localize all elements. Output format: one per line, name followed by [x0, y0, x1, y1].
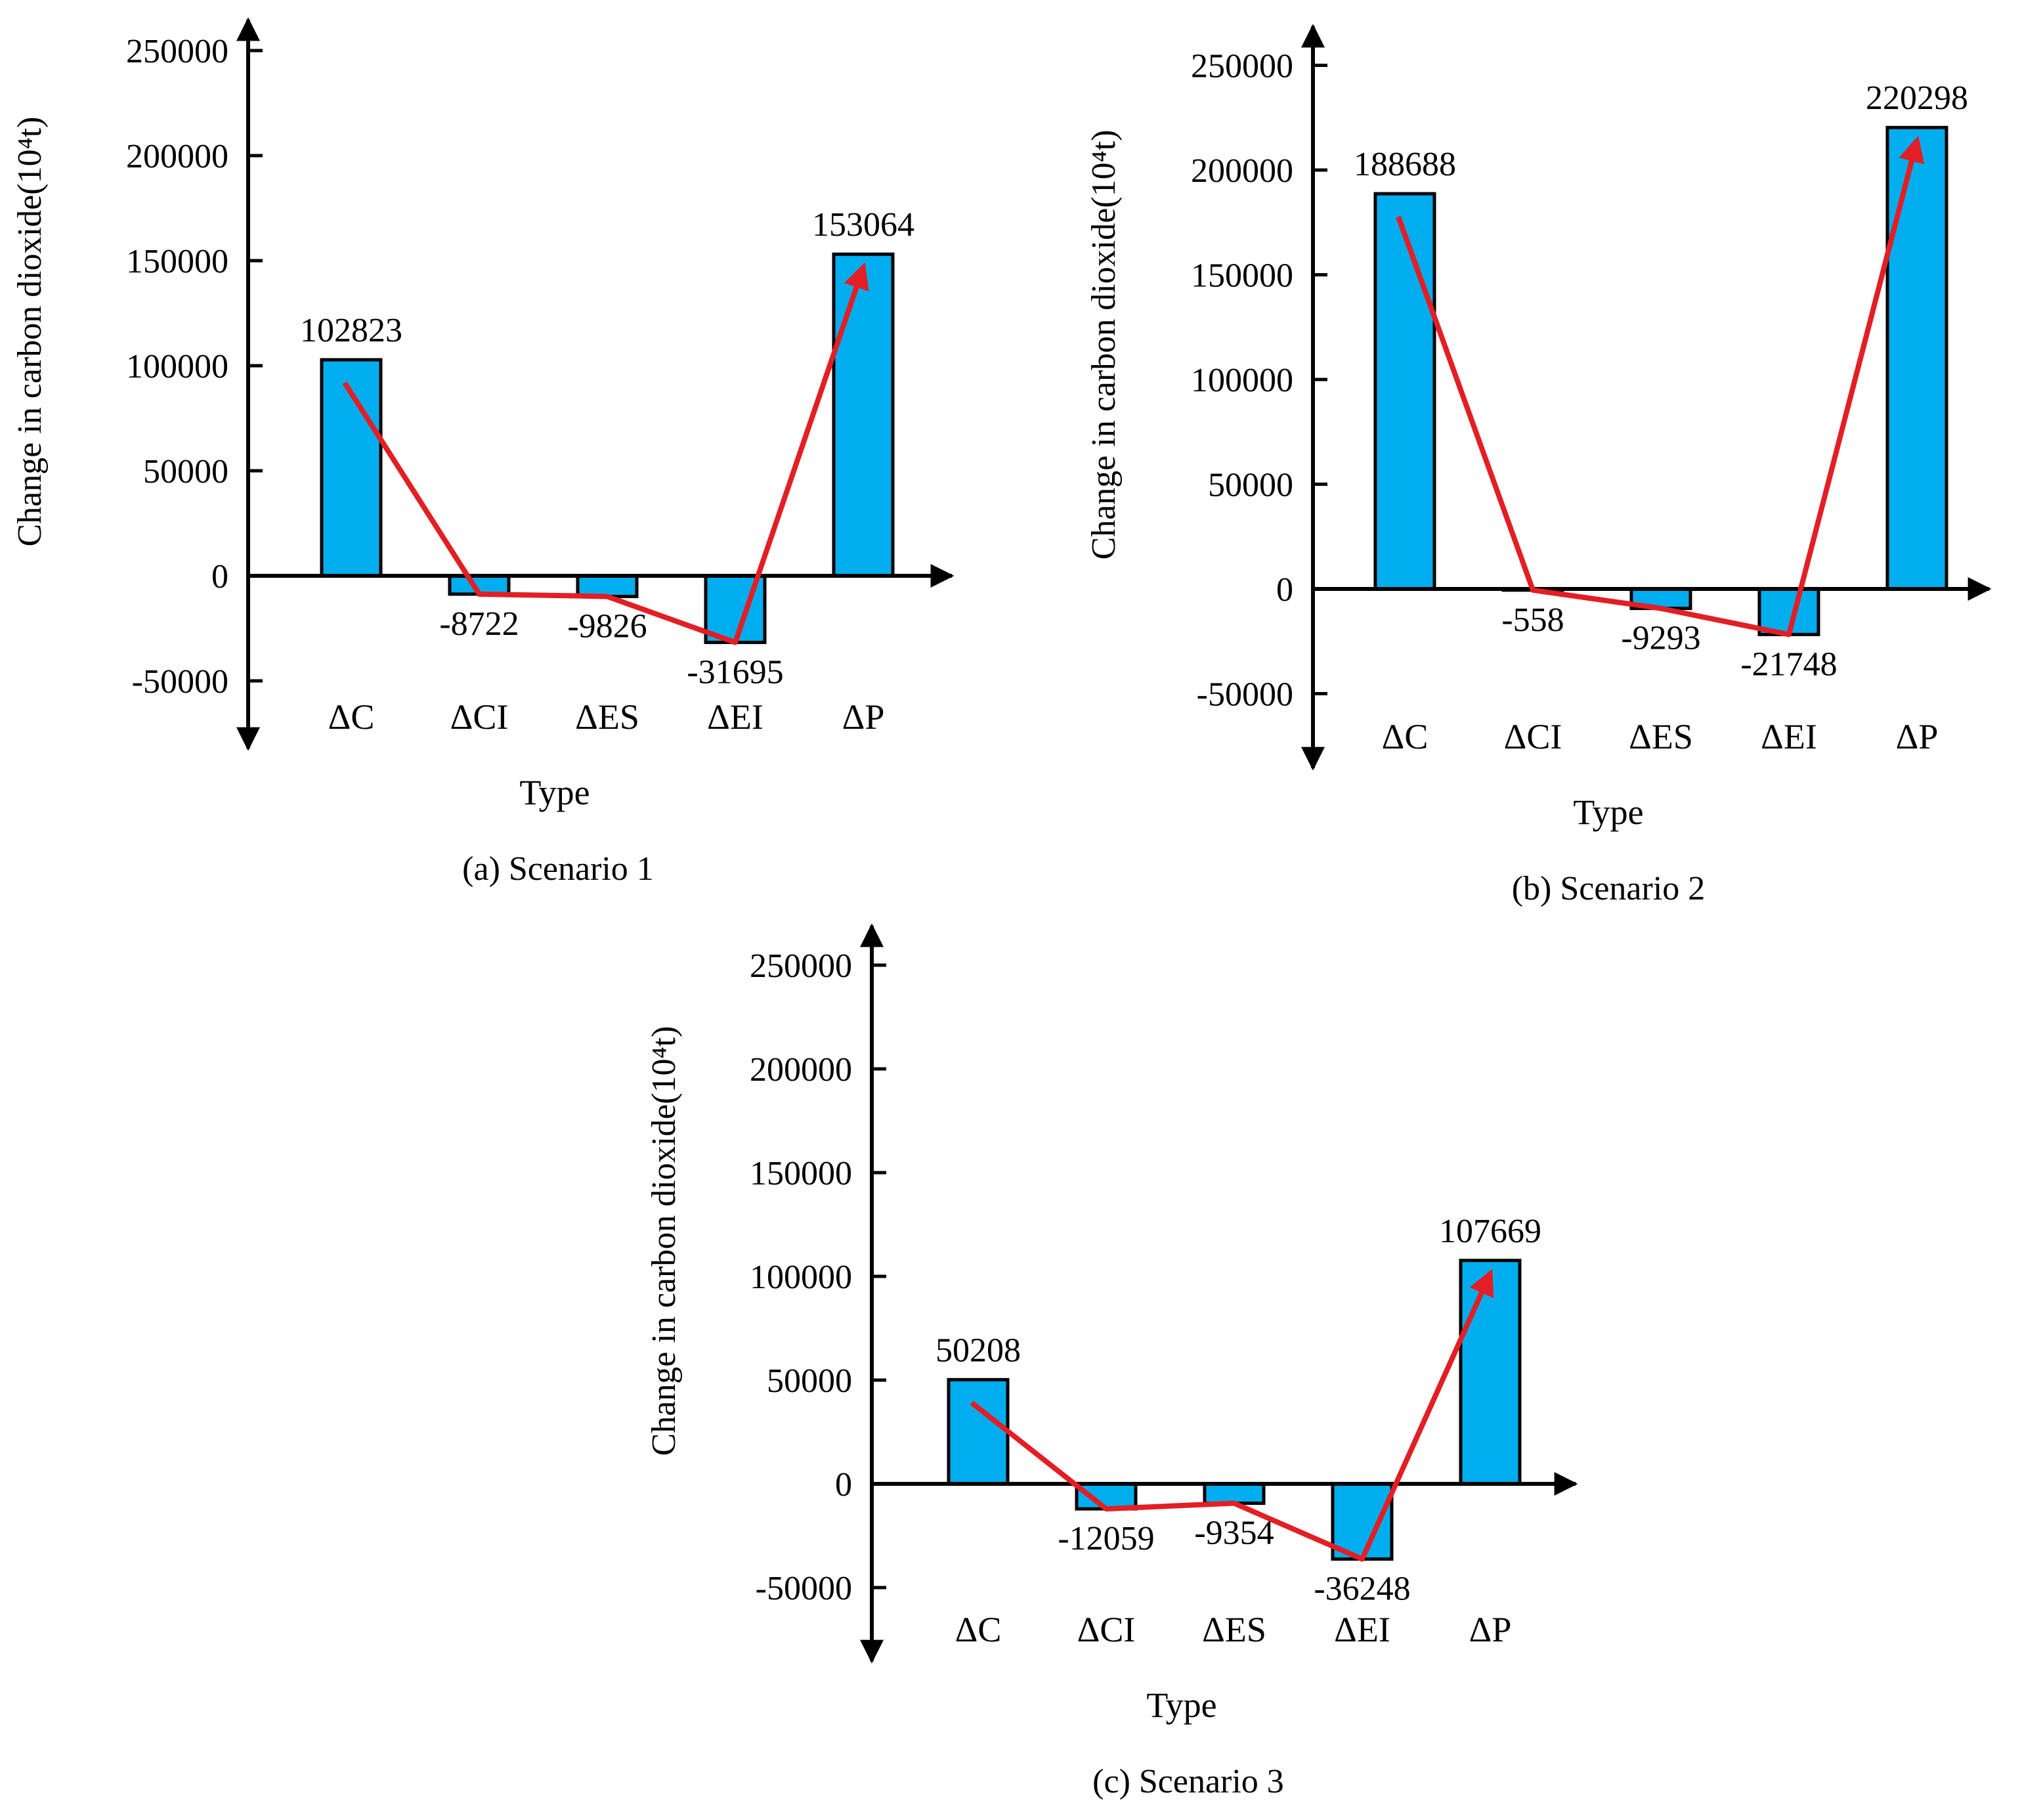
data-label: -21748	[1740, 645, 1837, 683]
chart-scenario-2: 250000 200000 150000 100000 50000 0 -50000 1886…	[1085, 24, 1992, 907]
y-tick-label: 100000	[126, 348, 228, 385]
y-tick-label: 200000	[1191, 152, 1293, 190]
y-tick-label: 100000	[1191, 362, 1293, 399]
chart-panel-scenario-1: 250000 200000 150000 100000 50000 0 -50000 1028…	[0, 0, 985, 906]
chart-panel-scenario-3: 250000 200000 150000 100000 50000 0 -50000 5020…	[630, 913, 1615, 1820]
chart-panel-scenario-2: 250000 200000 150000 100000 50000 0 -50000 1886…	[1050, 13, 2020, 919]
y-tick-label: 150000	[750, 1155, 852, 1192]
y-axis-title: Change in carbon dioxide(10⁴t)	[645, 1026, 683, 1456]
trend-line	[342, 262, 869, 645]
y-axis-title: Change in carbon dioxide(10⁴t)	[1085, 130, 1123, 560]
data-label: -8722	[439, 605, 519, 643]
category-label: ΔES	[1202, 1610, 1266, 1649]
category-label: ΔES	[575, 697, 639, 737]
figure-caption: (c) Scenario 3	[1092, 1763, 1284, 1800]
bar-1	[947, 1377, 1010, 1486]
y-tick-label: -50000	[132, 663, 228, 701]
y-tick-label: 0	[1276, 571, 1293, 609]
chart-scenario-3: 250000 200000 150000 100000 50000 0 -50000 5020…	[645, 923, 1578, 1800]
y-tick-label: 50000	[143, 453, 228, 490]
data-label: 188688	[1354, 146, 1456, 183]
x-axis-title: Type	[1146, 1685, 1216, 1725]
category-label: ΔC	[1382, 717, 1429, 756]
category-label: ΔCI	[1504, 717, 1562, 756]
data-label: -558	[1501, 601, 1564, 639]
data-label: 107669	[1439, 1213, 1541, 1250]
y-axis-title: Change in carbon dioxide(10⁴t)	[11, 117, 49, 547]
data-label: -12059	[1058, 1520, 1154, 1557]
bar-3	[576, 574, 639, 598]
data-label: 102823	[300, 312, 402, 349]
y-tick-label: 200000	[750, 1051, 852, 1089]
bar-3	[1203, 1482, 1266, 1506]
data-label: 153064	[812, 206, 914, 244]
data-label: -9354	[1194, 1515, 1274, 1552]
bar-5	[1459, 1259, 1522, 1486]
data-label: 220298	[1866, 79, 1968, 117]
category-label: ΔES	[1629, 717, 1693, 756]
category-label: ΔCI	[1077, 1610, 1136, 1649]
bar-5	[832, 252, 895, 578]
chart-scenario-1: 250000 200000 150000 100000 50000 0 -50000 1028…	[11, 17, 955, 888]
category-label: ΔCI	[450, 697, 509, 737]
y-tick-label: 100000	[750, 1259, 852, 1296]
category-label: ΔEI	[707, 697, 763, 737]
data-label: 50208	[935, 1332, 1021, 1369]
bar-5	[1885, 125, 1948, 591]
y-tick-label: 50000	[767, 1362, 852, 1400]
bar-1	[1373, 192, 1436, 591]
x-axis-title: Type	[519, 773, 590, 812]
data-label: -36248	[1314, 1571, 1410, 1608]
y-tick-label: 250000	[1191, 48, 1293, 85]
bar-2	[1075, 1482, 1138, 1511]
category-label: ΔEI	[1334, 1610, 1390, 1649]
figure-caption: (a) Scenario 1	[462, 850, 654, 888]
data-label: -9293	[1621, 620, 1700, 657]
y-tick-label: -50000	[756, 1570, 852, 1607]
y-tick-label: 250000	[750, 947, 852, 985]
trend-line	[1396, 135, 1925, 638]
category-label: ΔP	[842, 697, 885, 737]
category-label: ΔP	[1896, 717, 1939, 756]
trend-line	[970, 1268, 1494, 1562]
y-tick-label: 50000	[1208, 467, 1293, 504]
x-axis-title: Type	[1573, 792, 1643, 832]
data-label: -9826	[567, 607, 647, 645]
category-label: ΔC	[955, 1610, 1002, 1649]
category-label: ΔEI	[1761, 717, 1817, 756]
data-label: -31695	[687, 653, 783, 691]
y-tick-label: 250000	[126, 33, 228, 70]
category-label: ΔP	[1469, 1610, 1512, 1649]
y-tick-label: -50000	[1197, 676, 1293, 714]
y-tick-label: 0	[835, 1466, 852, 1504]
y-tick-label: 150000	[1191, 257, 1293, 295]
figure-caption: (b) Scenario 2	[1512, 870, 1706, 907]
y-tick-label: 150000	[126, 243, 228, 280]
y-tick-label: 200000	[126, 138, 228, 175]
y-tick-label: 0	[211, 558, 228, 596]
category-label: ΔC	[328, 697, 375, 737]
